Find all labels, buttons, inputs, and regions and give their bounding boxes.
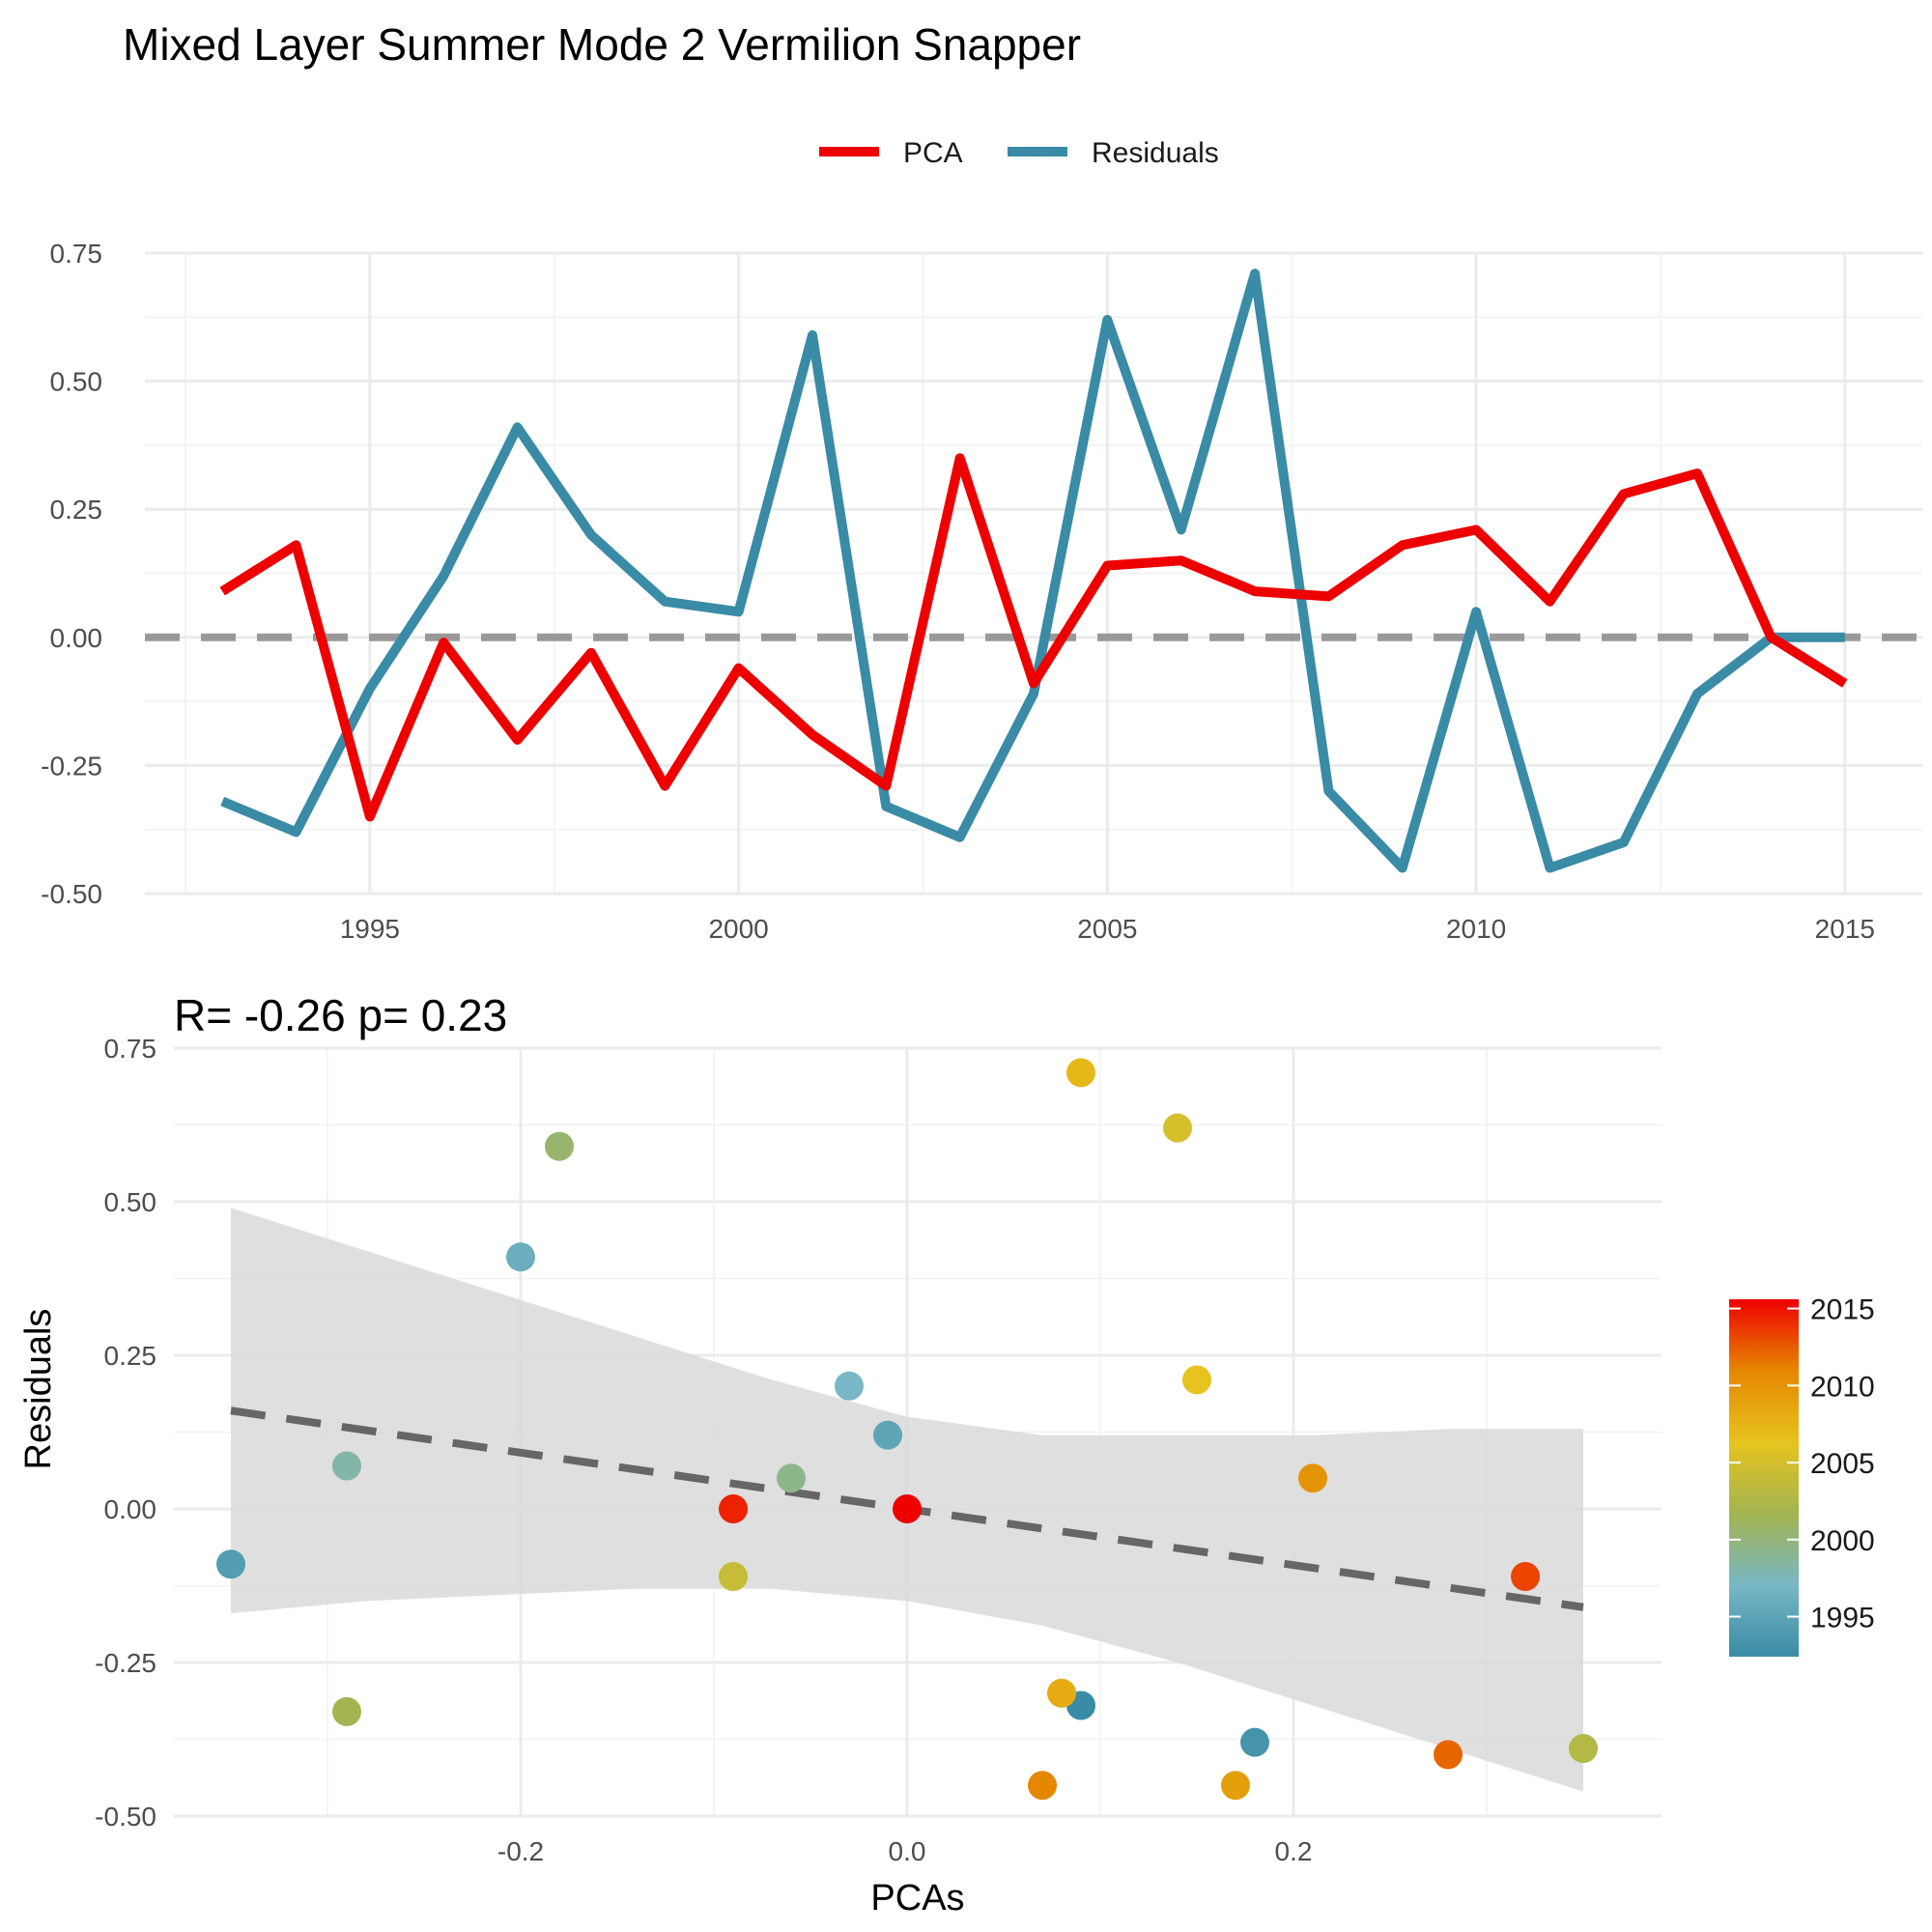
x-tick-label: 2010 (1446, 914, 1506, 944)
y-tick-label: -0.25 (95, 1648, 156, 1678)
scatter-point-2015 (893, 1494, 922, 1523)
y-tick-label: 0.75 (50, 239, 103, 269)
scatter-point-2012 (1434, 1740, 1463, 1770)
legend-label-residuals: Residuals (1092, 137, 1219, 169)
scatter-point-2010 (1298, 1463, 1327, 1493)
scatter-point-1998 (835, 1371, 864, 1401)
color-legend: 2015 2010 2005 2000 1995 (1729, 1294, 1875, 1657)
series-line-residuals (220, 269, 1845, 873)
y-tick-label: 0.75 (104, 1034, 157, 1064)
y-tick-label: -0.50 (95, 1802, 156, 1832)
color-bar (1729, 1299, 1799, 1657)
x-tick-label: 0.0 (889, 1836, 926, 1866)
y-tick-label: 0.25 (50, 495, 103, 525)
y-tick-label: 0.50 (50, 367, 103, 397)
color-legend-label: 1995 (1810, 1603, 1875, 1634)
y-tick-label: 0.00 (104, 1494, 157, 1524)
legend-label-pca: PCA (903, 137, 963, 169)
scatter-point-2001 (545, 1131, 574, 1161)
scatter-point-1999 (332, 1451, 361, 1481)
scatter-point-1995 (216, 1549, 245, 1579)
color-legend-label: 2010 (1810, 1371, 1875, 1403)
scatter-point-2005 (1163, 1113, 1192, 1143)
chart-title: Mixed Layer Summer Mode 2 Vermilion Snap… (123, 19, 1081, 70)
x-tick-label: 1995 (340, 914, 400, 944)
scatter-point-2003 (1569, 1734, 1598, 1764)
scatter-chart: 0.75 0.50 0.25 0.00 -0.25 -0.50 -0.2 0.0 0.2 (95, 1034, 1662, 1866)
scatter-point-1996 (873, 1420, 902, 1450)
x-tick-label: 0.2 (1275, 1836, 1313, 1866)
color-legend-label: 2005 (1810, 1448, 1875, 1480)
y-tick-label: -0.25 (41, 751, 102, 781)
line-legend: PCA Residuals (819, 137, 1219, 169)
y-tick-label: 0.50 (104, 1187, 157, 1217)
series-line-pca (219, 453, 1848, 822)
scatter-point-2014 (719, 1494, 748, 1523)
scatter-point-2013 (1511, 1561, 1540, 1591)
y-axis-label: Residuals (18, 1309, 59, 1470)
scatter-point-2002 (332, 1696, 361, 1726)
scatter-point-2007 (1066, 1058, 1095, 1088)
scatter-subtitle: R= -0.26 p= 0.23 (174, 990, 507, 1040)
y-tick-label: 0.00 (50, 623, 103, 653)
y-tick-label: 0.25 (104, 1341, 157, 1371)
scatter-point-2011 (1028, 1771, 1057, 1801)
scatter-point-2009 (1221, 1771, 1250, 1801)
x-tick-label: 2000 (708, 914, 768, 944)
scatter-point-1997 (506, 1242, 535, 1272)
x-tick-label: -0.2 (497, 1836, 544, 1866)
x-axis-label: PCAs (870, 1878, 964, 1918)
line-chart: 0.75 0.50 0.25 0.00 -0.25 -0.50 1995 2000 2005 20… (41, 239, 1922, 944)
scatter-point-2006 (1182, 1365, 1211, 1395)
x-tick-label: 2015 (1815, 914, 1875, 944)
x-tick-label: 2005 (1077, 914, 1137, 944)
color-legend-label: 2015 (1810, 1294, 1875, 1326)
scatter-point-2004 (719, 1561, 748, 1591)
scatter-point-2008 (1047, 1678, 1076, 1708)
scatter-point-2000 (777, 1463, 806, 1493)
color-legend-label: 2000 (1810, 1525, 1875, 1557)
y-tick-label: -0.50 (41, 879, 102, 909)
scatter-point-1994 (1240, 1727, 1269, 1757)
